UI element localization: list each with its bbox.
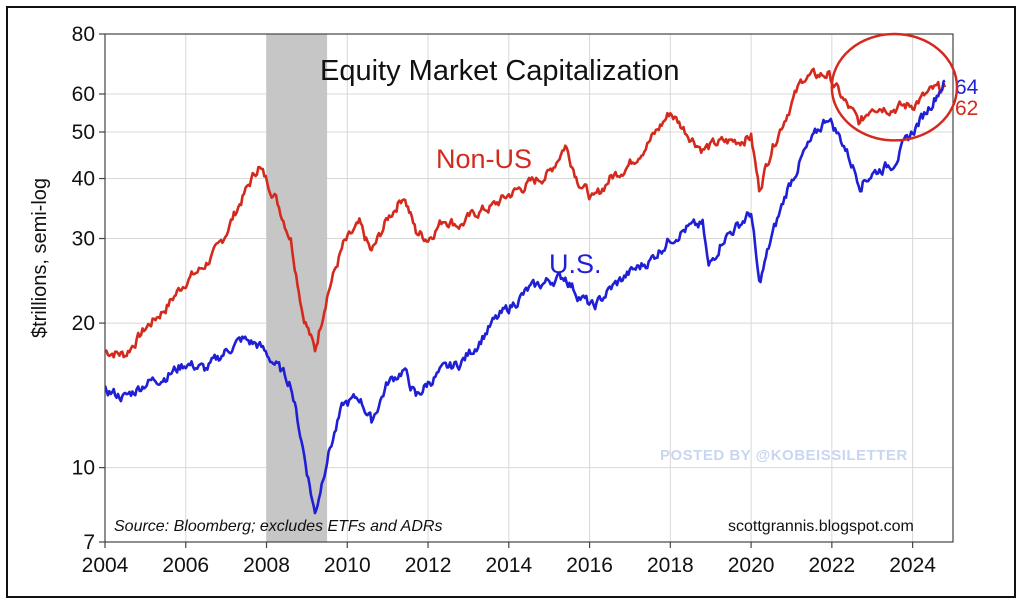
y-tick-label: 10 <box>72 457 95 480</box>
series-line-non-us <box>105 67 947 359</box>
chart-title: Equity Market Capitalization <box>320 55 679 87</box>
y-tick-label: 80 <box>72 23 95 46</box>
series-layer <box>105 67 947 515</box>
series-label-us: U.S. <box>549 249 602 279</box>
x-tick-label: 2008 <box>243 554 290 577</box>
x-tick-label: 2016 <box>566 554 613 577</box>
series-line-us <box>105 79 946 515</box>
x-tick-label: 2010 <box>324 554 371 577</box>
y-tick-label: 60 <box>72 83 95 106</box>
series-label-non-us: Non-US <box>436 144 532 174</box>
credit-text: scottgrannis.blogspot.com <box>728 518 914 535</box>
plot-border <box>104 33 954 543</box>
source-note: Source: Bloomberg; excludes ETFs and ADR… <box>114 518 442 535</box>
end-value-non-us: 62 <box>955 97 978 120</box>
y-axis: 7 10 20 30 40 50 60 80 <box>72 23 105 554</box>
x-tick-label: 2014 <box>485 554 532 577</box>
x-tick-label: 2024 <box>889 554 936 577</box>
x-tick-label: 2006 <box>162 554 209 577</box>
highlight-circle <box>830 32 959 142</box>
end-value-us: 64 <box>955 76 979 99</box>
y-tick-label: 50 <box>72 121 95 144</box>
x-tick-label: 2022 <box>808 554 855 577</box>
chart-canvas: 7 10 20 30 40 50 60 80 2004 2006 2008 2010 2012 2014… <box>29 23 979 577</box>
y-tick-label: 40 <box>72 168 95 191</box>
y-axis-label: $trillions, semi-log <box>29 178 51 338</box>
x-axis: 2004 2006 2008 2010 2012 2014 2016 2018 2020 2022… <box>82 542 936 577</box>
x-tick-label: 2020 <box>728 554 775 577</box>
y-tick-label: 20 <box>72 312 95 335</box>
x-tick-label: 2018 <box>647 554 694 577</box>
x-tick-label: 2004 <box>82 554 129 577</box>
y-tick-label: 7 <box>83 531 95 554</box>
x-tick-label: 2012 <box>405 554 452 577</box>
chart-frame: 7 10 20 30 40 50 60 80 2004 2006 2008 2010 2012 2014… <box>6 6 1016 598</box>
watermark-text: POSTED BY @KOBEISSILETTER <box>660 447 908 464</box>
y-tick-label: 30 <box>72 228 95 251</box>
